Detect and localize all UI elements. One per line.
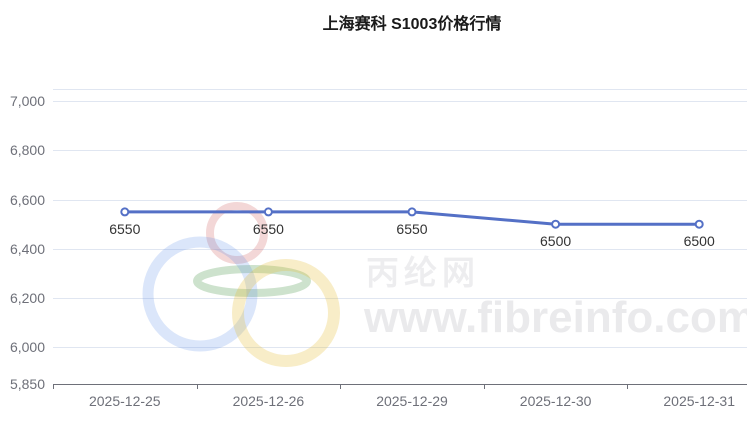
y-axis-label: 6,800 [9,142,45,159]
gridline [53,248,747,250]
axis-tick [627,384,629,389]
axis-tick [196,384,198,389]
y-axis-label: 6,400 [9,240,45,257]
y-axis-label: 5,850 [9,376,45,392]
axis-tick [483,384,485,389]
gridline [53,89,747,90]
data-point-label: 6500 [540,233,572,250]
data-point-label: 6500 [683,233,715,250]
data-point[interactable] [694,219,704,229]
data-point[interactable] [120,207,130,217]
gridline [53,150,747,152]
y-axis-label: 6,600 [9,191,45,208]
data-point[interactable] [407,207,417,217]
x-axis-label: 2025-12-31 [663,393,735,409]
y-axis-label: 6,200 [9,289,45,306]
x-axis-line [53,384,747,385]
gridline [53,347,747,349]
data-point[interactable] [263,207,273,217]
x-axis-label: 2025-12-25 [88,393,161,409]
x-axis-label: 2025-12-29 [376,393,448,409]
x-axis-label: 2025-12-26 [232,393,305,409]
y-axis-label: 7,000 [9,93,45,110]
gridline [53,297,747,299]
x-axis-label: 2025-12-30 [519,393,592,409]
gridline [53,101,747,103]
axis-tick [53,384,54,389]
chart-title: 上海赛科 S1003价格行情 [322,16,502,33]
gridline [53,199,747,201]
data-point[interactable] [551,219,561,229]
data-point-label: 6550 [109,220,141,237]
data-point-label: 6550 [252,220,284,237]
axis-tick [340,384,342,389]
data-point-label: 6550 [396,220,428,237]
y-axis-label: 6,000 [9,339,45,356]
